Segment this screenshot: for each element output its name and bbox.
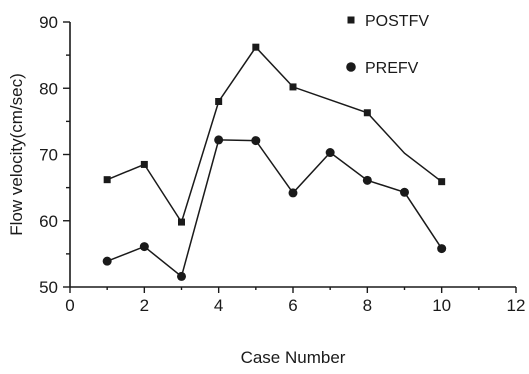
y-tick-label: 70 bbox=[39, 146, 58, 165]
legend: POSTFV PREFV bbox=[346, 13, 429, 77]
data-point-circle bbox=[437, 244, 447, 254]
data-point-square bbox=[178, 218, 185, 226]
data-point-square bbox=[438, 178, 446, 186]
legend-item-prefv: PREFV bbox=[346, 60, 419, 77]
data-point-circle bbox=[325, 148, 335, 158]
legend-square-marker bbox=[347, 16, 355, 24]
x-tick-label: 10 bbox=[432, 296, 451, 315]
data-point-square bbox=[103, 176, 111, 184]
data-point-square bbox=[215, 98, 223, 105]
x-tick-label: 6 bbox=[288, 296, 297, 315]
series-postfv bbox=[103, 43, 446, 226]
x-tick-label: 2 bbox=[140, 296, 149, 315]
y-axis-title: Flow velocity(cm/sec) bbox=[7, 73, 26, 235]
y-tick-label: 80 bbox=[39, 79, 58, 98]
data-point-circle bbox=[288, 188, 298, 198]
legend-label: POSTFV bbox=[365, 13, 429, 30]
data-point-circle bbox=[102, 256, 112, 266]
series-group bbox=[102, 43, 447, 281]
series-line-prefv bbox=[106, 139, 443, 278]
data-point-square bbox=[140, 160, 148, 168]
legend-circle-marker bbox=[346, 62, 356, 72]
x-tick-label: 8 bbox=[363, 296, 372, 315]
data-point-square bbox=[363, 109, 371, 117]
data-point-circle bbox=[400, 187, 409, 197]
series-prefv bbox=[102, 135, 447, 281]
x-tick-label: 12 bbox=[507, 296, 526, 315]
y-tick-label: 60 bbox=[39, 212, 58, 231]
x-tick-label: 0 bbox=[65, 296, 74, 315]
y-tick-label: 90 bbox=[39, 13, 58, 32]
legend-label: PREFV bbox=[365, 60, 419, 77]
data-point-circle bbox=[139, 242, 149, 252]
axes bbox=[69, 22, 516, 288]
data-point-square bbox=[252, 43, 260, 51]
data-point-circle bbox=[362, 175, 372, 185]
legend-item-postfv: POSTFV bbox=[347, 13, 429, 30]
ticks bbox=[63, 21, 517, 293]
x-tick-label: 4 bbox=[214, 296, 223, 315]
data-point-circle bbox=[177, 271, 186, 281]
y-tick-label: 50 bbox=[39, 278, 58, 297]
tick-labels: 0 2 4 6 8 10 12 50 60 70 80 90 bbox=[39, 13, 525, 315]
data-point-circle bbox=[214, 135, 224, 145]
data-point-circle bbox=[251, 136, 261, 146]
x-axis-title: Case Number bbox=[241, 348, 346, 367]
data-point-square bbox=[289, 83, 297, 91]
